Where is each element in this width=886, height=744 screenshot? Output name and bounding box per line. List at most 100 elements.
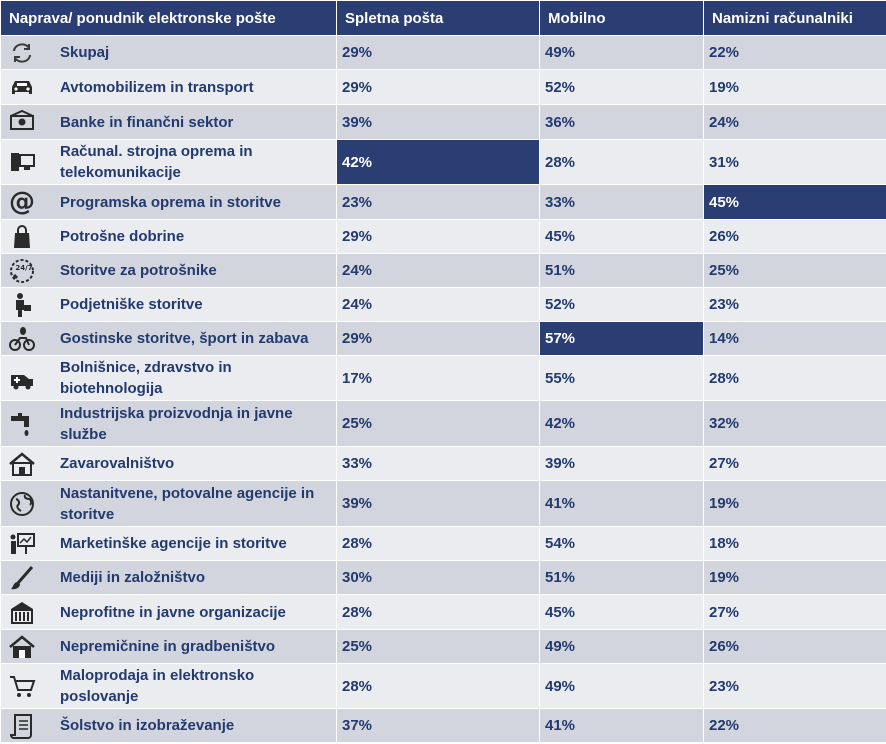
- mobile-value: 41%: [539, 708, 704, 743]
- house-shield-icon: [6, 450, 46, 478]
- mobile-value: 51%: [539, 253, 704, 288]
- webmail-value: 25%: [336, 629, 540, 664]
- webmail-value: 24%: [336, 287, 540, 322]
- desktop-value: 19%: [703, 69, 886, 105]
- table-row: Avtomobilizem in transport 29% 52% 19%: [0, 69, 886, 105]
- table-row: Mediji in založništvo 30% 51% 19%: [0, 560, 886, 595]
- mobile-value: 51%: [539, 560, 704, 595]
- sector-cell: Podjetniške storitve: [0, 287, 337, 322]
- desktop-value: 32%: [703, 400, 886, 447]
- mobile-value: 45%: [539, 594, 704, 630]
- sector-label: Nepremičnine in gradbeništvo: [60, 638, 276, 655]
- table-row: Šolstvo in izobraževanje 37% 41% 22%: [0, 708, 886, 743]
- at-icon: @: [6, 188, 46, 216]
- table-row: @ Programska oprema in storitve 23% 33% 45%: [0, 184, 886, 220]
- mobile-value: 54%: [539, 526, 704, 561]
- sector-label: Računal. strojna oprema in telekomunikac…: [60, 143, 253, 181]
- sector-cell: Marketinške agencije in storitve: [0, 526, 337, 561]
- sector-cell: Industrijska proizvodnja in javne službe: [0, 400, 337, 447]
- table-row: Nastanitvene, potovalne agencije in stor…: [0, 480, 886, 527]
- desktop-value: 26%: [703, 219, 886, 254]
- webmail-value: 30%: [336, 560, 540, 595]
- webmail-value: 39%: [336, 104, 540, 140]
- header-row: Naprava/ ponudnik elektronske pošte Sple…: [0, 0, 886, 36]
- table-row: Banke in finančni sektor 39% 36% 24%: [0, 104, 886, 140]
- globe-icon: [6, 490, 46, 518]
- svg-text:24/7: 24/7: [15, 264, 32, 272]
- sector-label: Mediji in založništvo: [60, 569, 206, 586]
- mobile-value: 36%: [539, 104, 704, 140]
- desktop-value: 31%: [703, 139, 886, 185]
- desktop-value: 18%: [703, 526, 886, 561]
- cart-icon: [6, 672, 46, 700]
- table-row: Podjetniške storitve 24% 52% 23%: [0, 287, 886, 322]
- webmail-value: 23%: [336, 184, 540, 220]
- table-row: Skupaj 29% 49% 22%: [0, 35, 886, 70]
- desktop-value: 19%: [703, 480, 886, 527]
- webmail-value: 28%: [336, 594, 540, 630]
- presentation-icon: [6, 530, 46, 558]
- mobile-value: 41%: [539, 480, 704, 527]
- table-row: Zavarovalništvo 33% 39% 27%: [0, 446, 886, 481]
- mobile-value: 57%: [539, 321, 704, 356]
- sector-cell: Banke in finančni sektor: [0, 104, 337, 140]
- bank-icon: [6, 108, 46, 136]
- desktop-value: 23%: [703, 663, 886, 709]
- sector-label: Gostinske storitve, šport in zabava: [60, 330, 309, 347]
- sector-cell: Bolnišnice, zdravstvo in biotehnologija: [0, 355, 337, 401]
- header-sector: Naprava/ ponudnik elektronske pošte: [0, 0, 337, 36]
- mobile-value: 39%: [539, 446, 704, 481]
- sector-cell: Avtomobilizem in transport: [0, 69, 337, 105]
- sector-label: Programska oprema in storitve: [60, 193, 281, 211]
- desktop-value: 27%: [703, 446, 886, 481]
- desktop-value: 25%: [703, 253, 886, 288]
- webmail-value: 42%: [336, 139, 540, 185]
- table-row: Nepremičnine in gradbeništvo 25% 49% 26%: [0, 629, 886, 664]
- desktop-value: 23%: [703, 287, 886, 322]
- sector-cell: Zavarovalništvo: [0, 446, 337, 481]
- table-row: 24/7 Storitve za potrošnike 24% 51% 25%: [0, 253, 886, 288]
- desktop-value: 28%: [703, 355, 886, 401]
- support-247-icon: 24/7: [6, 257, 46, 285]
- sector-label: Maloprodaja in elektronsko poslovanje: [60, 667, 255, 705]
- ambulance-icon: [6, 364, 46, 392]
- sector-cell: Nastanitvene, potovalne agencije in stor…: [0, 480, 337, 527]
- sector-cell: Računal. strojna oprema in telekomunikac…: [0, 139, 337, 185]
- shopping-bag-icon: [6, 223, 46, 251]
- table-row: Neprofitne in javne organizacije 28% 45% 27…: [0, 594, 886, 630]
- desktop-value: 19%: [703, 560, 886, 595]
- mobile-value: 42%: [539, 400, 704, 447]
- faucet-icon: [6, 410, 46, 438]
- header-mobile: Mobilno: [539, 0, 704, 36]
- sector-label: Podjetniške storitve: [60, 296, 203, 313]
- sector-cell: Gostinske storitve, šport in zabava: [0, 321, 337, 356]
- car-icon: [6, 73, 46, 101]
- webmail-value: 29%: [336, 321, 540, 356]
- webmail-value: 29%: [336, 35, 540, 70]
- computer-icon: [6, 148, 46, 176]
- sector-cell: Potrošne dobrine: [0, 219, 337, 254]
- sector-label: Šolstvo in izobraževanje: [60, 717, 235, 734]
- mobile-value: 49%: [539, 663, 704, 709]
- header-desktop: Namizni računalniki: [703, 0, 886, 36]
- sector-label: Storitve za potrošnike: [60, 262, 217, 279]
- businessman-icon: [6, 291, 46, 319]
- webmail-value: 39%: [336, 480, 540, 527]
- webmail-value: 25%: [336, 400, 540, 447]
- table-body: Skupaj 29% 49% 22% Avtomobilizem in transpor…: [0, 35, 886, 743]
- sector-cell: @ Programska oprema in storitve: [0, 184, 337, 220]
- bicycle-icon: [6, 325, 46, 353]
- scroll-icon: [6, 712, 46, 740]
- public-building-icon: [6, 598, 46, 626]
- sector-label: Industrijska proizvodnja in javne službe: [60, 404, 293, 443]
- sector-cell: Nepremičnine in gradbeništvo: [0, 629, 337, 664]
- mobile-value: 28%: [539, 139, 704, 185]
- sector-cell: Maloprodaja in elektronsko poslovanje: [0, 663, 337, 709]
- desktop-value: 22%: [703, 708, 886, 743]
- mobile-value: 49%: [539, 35, 704, 70]
- mobile-value: 33%: [539, 184, 704, 220]
- mobile-value: 45%: [539, 219, 704, 254]
- sector-cell: Šolstvo in izobraževanje: [0, 708, 337, 743]
- mobile-value: 55%: [539, 355, 704, 401]
